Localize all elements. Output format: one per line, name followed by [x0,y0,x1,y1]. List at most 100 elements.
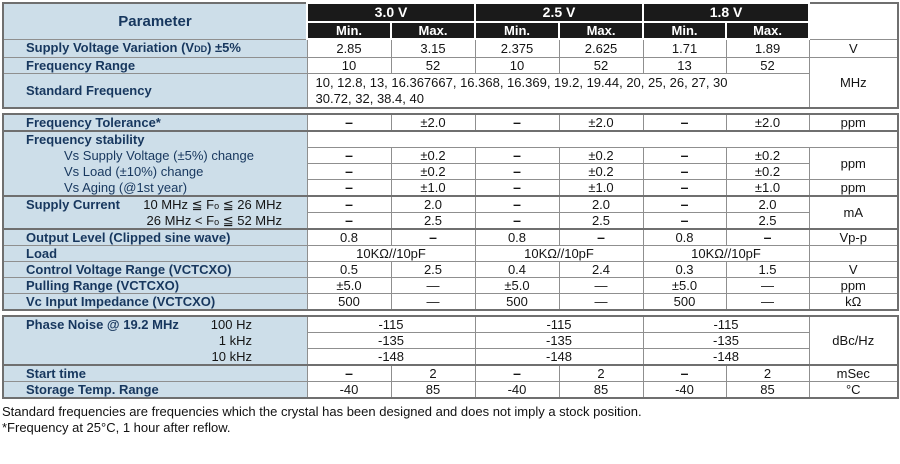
min-header: Min. [474,21,561,40]
fo-subscript: o [214,200,220,211]
row-phase-noise-10khz: -148 -148 -148 [3,347,898,365]
param-phase-noise: Phase Noise @ 19.2 MHz 100 Hz 1 kHz 10 k… [2,315,308,365]
unit-cell [808,244,899,262]
phase-noise-value: -115 [306,315,476,333]
unit-cell: kΩ [808,292,899,310]
unit-cell: mSec [808,363,899,382]
unit-cell: ppm [808,113,899,131]
value-cell: 0.4 [474,260,560,278]
row-output-level: Output Level (Clipped sine wave) 0.8 – 0… [2,227,899,246]
row-supply-current-high: – 2.5 – 2.5 – 2.5 [3,211,898,229]
unit-cell: °C [808,380,899,398]
voltage-header-2v5: 2.5 V [474,2,645,23]
value-cell: 0.5 [306,260,392,278]
phase-noise-value: -148 [474,347,644,365]
value-cell: – [306,178,392,196]
unit-cell: dBc/Hz [808,315,899,365]
value-cell: ±2.0 [558,113,644,131]
row-frequency-stability-header: Frequency stability Vs Supply Voltage (±… [2,129,899,196]
value-cell: 2.0 [558,194,644,213]
value-cell: ±1.0 [390,178,476,196]
value-cell: – [642,211,727,229]
value-cell: 2.5 [390,260,476,278]
value-cell: 2 [390,363,476,382]
phase-noise-value: -115 [474,315,644,333]
parameter-header-cell: Parameter [2,2,308,40]
phase-noise-offset-100hz: 100 Hz [210,316,252,332]
row-frequency-tolerance: Frequency Tolerance* – ±2.0 – ±2.0 – ±2.… [2,113,899,131]
footnotes: Standard frequencies are frequencies whi… [2,404,900,436]
param-supply-voltage-variation: Supply Voltage Variation (VDD) ±5% [2,38,308,58]
row-phase-noise-1khz: -135 -135 -135 [3,331,898,349]
value-cell: – [306,162,392,180]
footnote-standard-frequencies: Standard frequencies are frequencies whi… [2,403,642,419]
value-cell: 2.375 [474,38,560,58]
header-row-minmax: Min. Max. Min. Max. Min. Max. [3,21,898,40]
value-cell: – [390,227,476,246]
value-cell: – [306,194,392,213]
value-cell: 2.625 [558,38,644,58]
value-cell: – [474,146,560,164]
value-cell: — [390,292,476,310]
value-cell: – [306,146,392,164]
phase-noise-value: -135 [642,331,810,349]
value-cell: 10 [306,56,392,74]
empty-stability-cell [306,129,899,148]
value-cell: — [558,292,644,310]
param-output-level: Output Level (Clipped sine wave) [2,227,308,246]
unit-cell: mA [808,194,899,229]
value-cell: ±5.0 [474,276,560,294]
phase-noise-value: -148 [642,347,810,365]
value-cell: 10 [474,56,560,74]
stability-sub-load: Vs Load (±10%) change [64,163,204,179]
spec-tables: Parameter 3.0 V 2.5 V 1.8 V Min. Max. Mi… [2,2,900,399]
value-cell: 2.5 [558,211,644,229]
value-cell: – [306,363,392,382]
value-cell: – [558,227,644,246]
param-start-time: Start time [2,363,308,382]
row-standard-frequency: Standard Frequency 10, 12.8, 13, 16.3676… [2,72,898,108]
value-cell: – [474,178,560,196]
header-row-voltages: Parameter 3.0 V 2.5 V 1.8 V [2,2,899,40]
value-cell: – [642,363,727,382]
value-cell: 0.8 [474,227,560,246]
voltage-header-1v8: 1.8 V [642,2,811,23]
value-cell: 0.8 [306,227,392,246]
row-vs-load: – ±0.2 – ±0.2 – ±0.2 [3,162,898,180]
value-cell: 85 [558,380,644,398]
value-cell: 1.71 [642,38,727,58]
unit-cell-mhz: MHz [808,56,899,108]
value-cell: — [725,276,810,294]
value-cell: – [474,194,560,213]
value-cell: – [642,162,727,180]
value-cell: ±5.0 [306,276,392,294]
standard-frequency-list: 10, 12.8, 13, 16.367667, 16.368, 16.369,… [306,72,810,108]
param-vc-input-impedance: Vc Input Impedance (VCTCXO) [2,292,308,310]
load-value-2v5: 10KΩ//10pF [474,244,644,262]
value-cell: 13 [642,56,727,74]
value-cell: ±0.2 [725,146,810,164]
phase-noise-offset-1khz: 1 kHz [218,332,252,348]
value-cell: – [642,194,727,213]
value-cell: 3.15 [390,38,476,58]
param-control-voltage-range: Control Voltage Range (VCTCXO) [2,260,308,278]
value-cell: – [642,178,727,196]
value-cell: — [725,292,810,310]
min-header: Min. [306,21,392,40]
phase-noise-offset-10khz: 10 kHz [211,348,252,364]
unit-cell: ppm [808,146,899,180]
label-part: ) ±5% [207,39,241,55]
param-pulling-range: Pulling Range (VCTCXO) [2,276,308,294]
voltage-header-3v0: 3.0 V [305,2,477,23]
value-cell: ±0.2 [558,162,644,180]
value-cell: ±5.0 [642,276,727,294]
spec-table-section-1: Parameter 3.0 V 2.5 V 1.8 V Min. Max. Mi… [2,2,900,109]
value-cell: 500 [474,292,560,310]
row-pulling-range: Pulling Range (VCTCXO) ±5.0 — ±5.0 — ±5.… [2,276,899,294]
phase-noise-value: -135 [306,331,476,349]
value-cell: – [474,211,560,229]
frequency-stability-label: Frequency stability [26,131,145,147]
value-cell: — [558,276,644,294]
row-vs-aging: – ±1.0 – ±1.0 – ±1.0 ppm [3,178,899,196]
spec-table-section-2: Frequency Tolerance* – ±2.0 – ±2.0 – ±2.… [2,112,899,311]
